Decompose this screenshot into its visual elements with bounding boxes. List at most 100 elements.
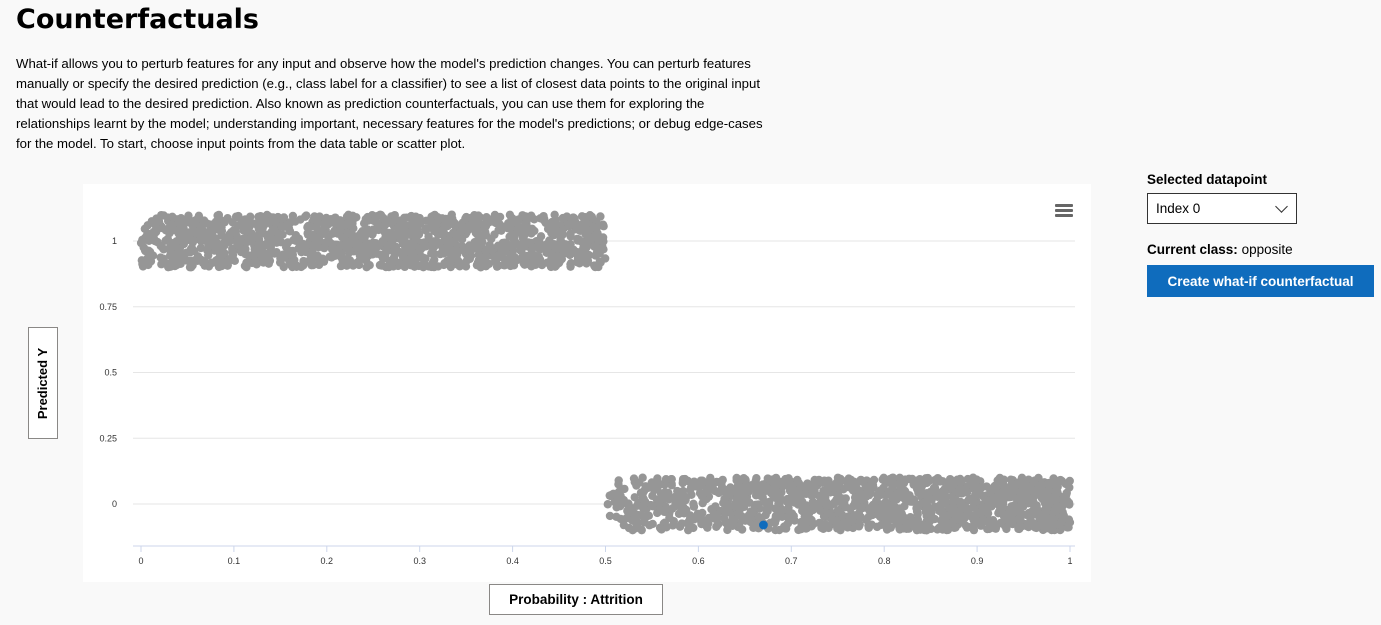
scatter-point[interactable] (316, 231, 325, 240)
scatter-point[interactable] (713, 513, 722, 523)
scatter-point[interactable] (731, 502, 740, 511)
scatter-point[interactable] (486, 234, 496, 244)
scatter-point[interactable] (416, 244, 426, 254)
scatter-point[interactable] (156, 253, 165, 262)
scatter-point[interactable] (351, 243, 361, 252)
scatter-point[interactable] (189, 236, 198, 246)
scatter-point[interactable] (941, 519, 950, 528)
scatter-point[interactable] (1059, 511, 1068, 520)
scatter-point[interactable] (1028, 500, 1037, 509)
scatter-point[interactable] (809, 519, 818, 528)
scatter-point[interactable] (465, 221, 474, 230)
scatter-point[interactable] (498, 238, 508, 248)
scatter-point[interactable] (999, 496, 1008, 506)
scatter-point[interactable] (464, 245, 473, 255)
scatter-point[interactable] (1005, 508, 1014, 517)
scatter-point[interactable] (783, 512, 793, 522)
scatter-point[interactable] (940, 485, 949, 494)
scatter-point[interactable] (420, 238, 429, 247)
scatter-point[interactable] (400, 262, 409, 272)
scatter-point[interactable] (595, 257, 604, 266)
scatter-point[interactable] (901, 522, 911, 531)
scatter-point[interactable] (814, 475, 824, 485)
scatter-point[interactable] (638, 473, 647, 482)
scatter-point[interactable] (697, 519, 706, 529)
scatter-point[interactable] (995, 506, 1004, 516)
scatter-point[interactable] (166, 262, 175, 271)
scatter-point[interactable] (751, 500, 760, 510)
scatter-point[interactable] (634, 518, 643, 527)
scatter-point[interactable] (880, 502, 889, 511)
scatter-point[interactable] (698, 498, 707, 508)
scatter-point[interactable] (486, 244, 495, 254)
scatter-point[interactable] (186, 245, 196, 254)
scatter-point[interactable] (922, 489, 932, 498)
scatter-point[interactable] (140, 224, 150, 234)
scatter-point[interactable] (990, 481, 999, 491)
scatter-point[interactable] (660, 507, 669, 517)
scatter-point[interactable] (508, 243, 517, 252)
scatter-point[interactable] (433, 213, 443, 222)
scatter-point[interactable] (874, 507, 884, 516)
scatter-point[interactable] (655, 498, 664, 508)
scatter-point[interactable] (983, 496, 993, 505)
scatter-point[interactable] (660, 518, 670, 527)
scatter-point[interactable] (429, 249, 439, 258)
scatter-point[interactable] (948, 518, 957, 527)
scatter-point[interactable] (892, 519, 901, 528)
scatter-point[interactable] (487, 215, 496, 224)
scatter-point[interactable] (372, 249, 381, 258)
scatter-point[interactable] (558, 230, 568, 239)
scatter-point[interactable] (762, 486, 772, 495)
scatter-point[interactable] (165, 243, 175, 252)
scatter-point[interactable] (737, 512, 746, 521)
scatter-point[interactable] (651, 484, 661, 494)
selected-scatter-point[interactable] (759, 520, 768, 530)
scatter-point[interactable] (136, 238, 146, 248)
scatter-point[interactable] (906, 495, 916, 505)
scatter-point[interactable] (355, 256, 364, 265)
scatter-point[interactable] (580, 250, 590, 260)
scatter-point[interactable] (511, 256, 521, 265)
scatter-point[interactable] (640, 500, 649, 509)
scatter-point[interactable] (815, 498, 824, 507)
scatter-point[interactable] (1031, 510, 1041, 519)
scatter-point[interactable] (308, 230, 317, 240)
scatter-point[interactable] (768, 490, 777, 500)
scatter-point[interactable] (277, 222, 286, 231)
scatter-point[interactable] (460, 261, 469, 270)
scatter-point[interactable] (421, 224, 430, 233)
scatter-point[interactable] (198, 258, 207, 267)
scatter-point[interactable] (668, 504, 677, 513)
scatter-point[interactable] (364, 245, 373, 255)
scatter-point[interactable] (646, 500, 656, 510)
scatter-point[interactable] (292, 261, 301, 270)
scatter-point[interactable] (414, 229, 423, 238)
scatter-point[interactable] (678, 478, 687, 488)
scatter-point[interactable] (536, 214, 545, 223)
scatter-point[interactable] (808, 487, 817, 496)
scatter-point[interactable] (832, 521, 842, 530)
scatter-point[interactable] (304, 239, 313, 249)
scatter-point[interactable] (833, 491, 843, 501)
scatter-point[interactable] (383, 218, 392, 228)
scatter-point[interactable] (419, 262, 428, 272)
scatter-point[interactable] (683, 525, 693, 535)
scatter-point[interactable] (402, 213, 411, 222)
scatter-point[interactable] (616, 501, 625, 511)
scatter-point[interactable] (228, 218, 237, 227)
scatter-point[interactable] (765, 501, 774, 511)
scatter-point[interactable] (914, 476, 923, 485)
scatter-point[interactable] (512, 229, 521, 238)
scatter-point[interactable] (534, 236, 544, 246)
scatter-point[interactable] (708, 485, 718, 494)
scatter-point[interactable] (922, 478, 931, 488)
x-axis-selector-button[interactable]: Probability : Attrition (489, 584, 663, 615)
scatter-point[interactable] (749, 523, 758, 532)
scatter-point[interactable] (336, 217, 345, 226)
scatter-point[interactable] (361, 256, 371, 265)
scatter-point[interactable] (275, 258, 285, 267)
scatter-point[interactable] (310, 253, 320, 262)
scatter-point[interactable] (950, 477, 960, 486)
scatter-point[interactable] (369, 216, 378, 225)
